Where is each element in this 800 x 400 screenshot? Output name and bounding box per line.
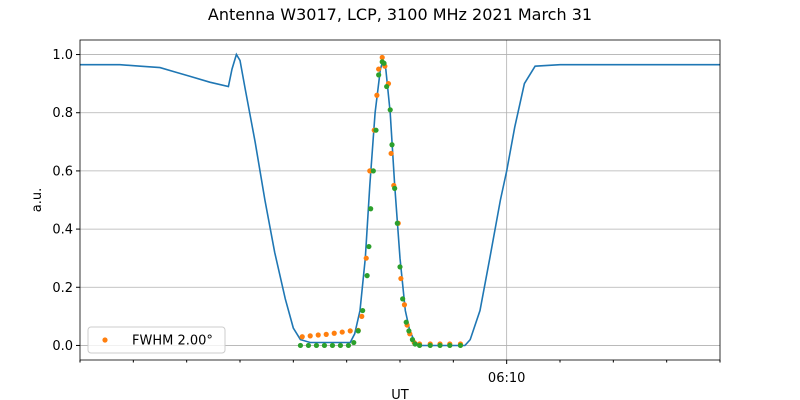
data-point [360,307,366,314]
y-tick-label: 0.0 [52,339,73,354]
data-point [427,342,433,349]
y-tick-label: 1.0 [52,48,73,63]
data-point [379,54,385,61]
data-point [447,342,453,349]
data-point [394,220,400,226]
data-point [376,66,382,72]
data-point [370,168,376,174]
legend: FWHM 2.00° [87,326,226,354]
data-point [437,342,443,349]
data-point [416,342,423,349]
data-point [299,334,305,340]
data-point [363,255,369,261]
y-tick-label: 0.8 [52,106,73,121]
data-point [367,168,373,174]
data-point [412,341,418,347]
data-point [305,342,312,349]
data-point [387,107,393,113]
data-point [321,342,328,349]
data-point [364,273,370,279]
data-point [374,92,380,98]
data-point [329,342,336,349]
legend-label: FWHM 2.00° [132,334,213,349]
data-point [368,206,374,212]
data-point [409,337,416,343]
legend-swatch [102,337,108,343]
data-point [392,185,398,191]
data-point [457,342,464,349]
data-point [313,342,320,349]
legend-box [87,326,226,354]
data-point [389,142,395,148]
data-line [80,52,720,347]
data-point [359,313,365,319]
x-axis-label: UT [391,388,409,400]
data-point [339,329,345,335]
data-point [351,339,357,346]
data-point [355,328,361,334]
data-point [403,319,409,325]
axes-frame [79,39,721,361]
data-point [345,342,352,349]
data-point [406,328,412,334]
data-point [381,60,387,66]
data-point [373,127,379,133]
data-point [323,331,329,337]
data-point [307,333,313,339]
data-point [388,150,394,157]
data-point [347,328,353,334]
data-point [400,296,406,302]
data-point [337,342,344,349]
data-point [366,243,372,250]
x-tick-label: 06:10 [488,371,525,386]
data-point [397,264,403,270]
data-point [315,332,321,338]
data-point [401,302,408,308]
y-tick-label: 0.2 [52,281,73,296]
data-point [331,330,337,336]
chart-title: Antenna W3017, LCP, 3100 MHz 2021 March … [208,5,592,24]
grid [80,40,720,360]
data-point [376,72,382,78]
y-axis-label: a.u. [30,188,45,212]
data-point [398,275,404,282]
data-point [297,342,304,349]
y-tick-label: 0.4 [52,223,73,238]
data-point [384,83,390,90]
y-tick-label: 0.6 [52,164,73,179]
